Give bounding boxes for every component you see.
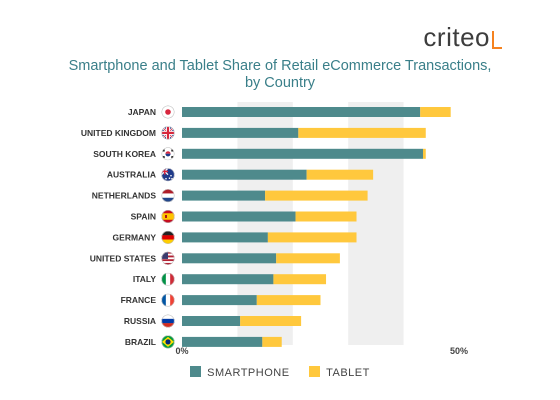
bar-smartphone bbox=[182, 190, 266, 201]
bar-smartphone bbox=[182, 211, 296, 222]
bar-tablet bbox=[273, 274, 327, 285]
bar-tablet bbox=[267, 232, 357, 243]
x-tick-label: 50% bbox=[450, 346, 468, 356]
bar-tablet bbox=[420, 107, 451, 117]
france-flag-icon bbox=[161, 293, 175, 307]
uk-flag-icon bbox=[161, 126, 175, 140]
category-label: BRAZIL bbox=[125, 337, 156, 347]
chart-title-line2: by Country bbox=[244, 75, 316, 91]
bar-smartphone bbox=[182, 336, 263, 347]
smartphone-swatch bbox=[190, 366, 202, 377]
tablet-swatch bbox=[309, 366, 321, 377]
chart-title-line1: Smartphone and Tablet Share of Retail eC… bbox=[68, 58, 492, 74]
logo-text: criteo bbox=[423, 22, 490, 52]
russia-flag-icon bbox=[161, 314, 175, 328]
category-label: SPAIN bbox=[131, 212, 156, 222]
x-tick-label: 0% bbox=[175, 346, 188, 356]
category-label: SOUTH KOREA bbox=[93, 149, 156, 159]
bar-tablet bbox=[298, 127, 426, 138]
bar-tablet bbox=[262, 336, 282, 347]
category-label: FRANCE bbox=[121, 295, 157, 305]
legend: SMARTPHONE TABLET bbox=[0, 366, 560, 379]
legend-label-smartphone: SMARTPHONE bbox=[207, 367, 290, 379]
bar-smartphone bbox=[182, 316, 241, 326]
bar-smartphone bbox=[182, 253, 277, 264]
australia-flag-icon bbox=[161, 168, 175, 182]
category-label: GERMANY bbox=[113, 232, 157, 242]
bar-tablet bbox=[276, 253, 340, 264]
category-label: RUSSIA bbox=[124, 316, 156, 326]
japan-flag-icon bbox=[161, 105, 175, 119]
bar-tablet bbox=[265, 190, 368, 201]
bar-tablet bbox=[306, 169, 374, 180]
bar-smartphone bbox=[182, 274, 274, 285]
category-label: NETHERLANDS bbox=[92, 191, 157, 201]
bar-tablet bbox=[295, 211, 357, 222]
category-label: UNITED KINGDOM bbox=[81, 128, 156, 138]
legend-item-smartphone: SMARTPHONE bbox=[190, 366, 289, 379]
usa-flag-icon bbox=[161, 251, 175, 265]
germany-flag-icon bbox=[161, 230, 175, 244]
bar-smartphone bbox=[182, 127, 299, 138]
bar-tablet bbox=[240, 316, 302, 326]
bar-smartphone bbox=[182, 232, 268, 243]
bar-tablet bbox=[256, 295, 321, 306]
category-label: JAPAN bbox=[128, 107, 156, 117]
bar-smartphone bbox=[182, 295, 257, 306]
background-band bbox=[237, 102, 293, 345]
brazil-flag-icon bbox=[161, 335, 175, 349]
background-band bbox=[348, 102, 404, 345]
category-label: ITALY bbox=[133, 274, 156, 284]
bar-smartphone bbox=[182, 107, 421, 117]
legend-label-tablet: TABLET bbox=[326, 367, 370, 379]
legend-item-tablet: TABLET bbox=[309, 366, 370, 379]
bar-smartphone bbox=[182, 169, 307, 180]
logo-mark-icon bbox=[492, 31, 502, 49]
category-label: AUSTRALIA bbox=[107, 170, 156, 180]
south-korea-flag-icon bbox=[161, 147, 175, 161]
italy-flag-icon bbox=[161, 272, 175, 286]
spain-flag-icon bbox=[161, 210, 175, 223]
category-label: UNITED STATES bbox=[90, 253, 157, 263]
chart-title: Smartphone and Tablet Share of Retail eC… bbox=[0, 58, 560, 92]
criteo-logo: criteo bbox=[423, 22, 502, 53]
netherlands-flag-icon bbox=[161, 189, 175, 203]
bar-tablet bbox=[422, 148, 426, 159]
bar-smartphone bbox=[182, 148, 423, 159]
